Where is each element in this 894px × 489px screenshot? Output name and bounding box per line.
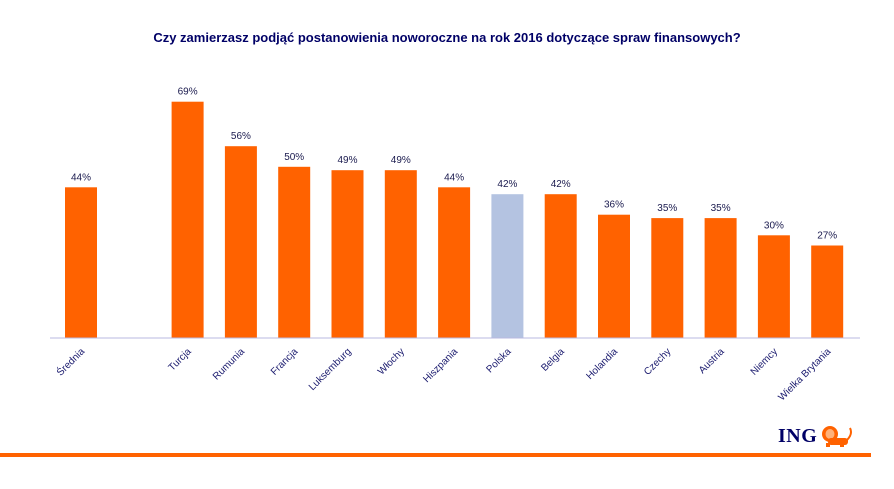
- ing-logo: ING: [778, 424, 854, 448]
- bar-wielka-brytania: [811, 245, 844, 338]
- chart-title: Czy zamierzasz podjąć postanowienia nowo…: [153, 30, 741, 45]
- category-label: Rumunia: [211, 346, 247, 382]
- value-label: 49%: [391, 155, 411, 166]
- bar-czechy: [651, 218, 684, 338]
- category-label: Holandia: [584, 346, 620, 382]
- category-labels-group: Średnia Turcja Rumunia Francja Luksemburg Wło…: [54, 345, 834, 404]
- bar-niemcy: [757, 235, 790, 338]
- bar-hiszpania: [438, 187, 471, 338]
- value-label: 49%: [337, 155, 357, 166]
- category-label: Luksemburg: [307, 346, 354, 393]
- footer-accent-line: [0, 453, 871, 457]
- value-label: 42%: [551, 179, 571, 190]
- bar-polska: [491, 194, 524, 338]
- value-label: 56%: [231, 131, 251, 142]
- bar-austria: [704, 218, 737, 338]
- category-label: Czechy: [642, 346, 673, 377]
- bar-belgia: [544, 194, 577, 338]
- category-label: Hiszpania: [421, 346, 460, 385]
- value-labels-group: 44% 69% 56% 50% 49% 49% 44% 42% 42% 36% 35% 35% 30% 2…: [71, 87, 837, 242]
- bar-chart: 44% 69% 56% 50% 49% 49% 44% 42% 42% 36% 35% 35% 30% 2…: [50, 87, 860, 404]
- logo-text: ING: [778, 424, 818, 447]
- category-label: Francja: [269, 346, 301, 378]
- category-label: Polska: [485, 346, 514, 375]
- value-label: 27%: [817, 231, 837, 242]
- value-label: 44%: [444, 172, 464, 183]
- bars-group: [65, 101, 844, 338]
- category-label: Belgia: [539, 346, 567, 374]
- category-label: Niemcy: [749, 346, 780, 377]
- value-label: 50%: [284, 152, 304, 163]
- bar-luksemburg: [331, 170, 364, 338]
- category-label: Turcja: [167, 346, 194, 373]
- category-label: Włochy: [376, 346, 407, 377]
- value-label: 35%: [711, 203, 731, 214]
- category-label: Wielka Brytania: [776, 346, 833, 403]
- category-label: Austria: [697, 346, 727, 376]
- value-label: 35%: [657, 203, 677, 214]
- value-label: 44%: [71, 172, 91, 183]
- value-label: 69%: [178, 87, 198, 98]
- lion-icon: [822, 426, 853, 447]
- bar-średnia: [65, 187, 97, 338]
- bar-turcja: [171, 101, 204, 338]
- value-label: 30%: [764, 220, 784, 231]
- value-label: 42%: [497, 179, 517, 190]
- bar-holandia: [598, 214, 630, 338]
- bar-rumunia: [224, 146, 257, 338]
- value-label: 36%: [604, 200, 624, 211]
- bar-francja: [278, 166, 311, 338]
- category-label: Średnia: [54, 345, 88, 379]
- bar-włochy: [384, 170, 417, 338]
